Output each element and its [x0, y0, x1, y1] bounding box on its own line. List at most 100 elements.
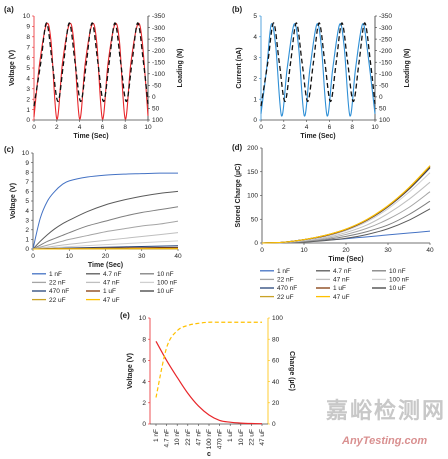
x-tick-label: 8	[123, 124, 127, 131]
legend-label: 47 uF	[103, 297, 120, 304]
y-tick-label: 1	[253, 96, 257, 103]
x-tick-label: 100 nF	[206, 429, 213, 449]
series-line-4.7nf	[32, 190, 179, 250]
legend-label: 1 uF	[103, 288, 116, 295]
x-tick-label: 6	[328, 124, 332, 131]
y2-tick-label: 0	[379, 94, 383, 101]
legend-label: 10 uF	[389, 285, 406, 292]
y-tick-label: 4	[26, 76, 30, 83]
legend-label: 4.7 nF	[103, 271, 121, 278]
watermark-text-en: AnyTesting.com	[341, 435, 427, 447]
y2-tick-label: 60	[272, 358, 280, 365]
y-tick-label: 8	[25, 169, 29, 176]
y2-tick-label: 0	[152, 94, 156, 101]
x-axis-label: c	[207, 451, 211, 458]
y2-tick-label: 20	[272, 400, 280, 407]
y-tick-label: 7	[25, 179, 29, 186]
y2-tick-label: -300	[152, 25, 165, 32]
y-tick-label: 7	[26, 44, 30, 51]
y-tick-label: 3	[253, 55, 257, 62]
x-tick-label: 2	[282, 124, 286, 131]
legend-label: 10 nF	[157, 271, 174, 278]
y2-tick-label: -250	[379, 36, 392, 43]
y-tick-label: 1	[25, 237, 29, 244]
x-tick-label: 0	[31, 253, 35, 260]
y-tick-label: 100	[247, 193, 258, 200]
y-tick-label: 6	[142, 358, 146, 365]
legend-label: 47 uF	[333, 294, 350, 301]
panel-label: (c)	[4, 145, 14, 154]
legend-label: 22 nF	[277, 277, 294, 284]
y2-tick-label: -150	[379, 59, 392, 66]
y2-tick-label: -100	[379, 71, 392, 78]
y2-tick-label: -200	[152, 48, 165, 55]
y-tick-label: 2	[253, 76, 257, 83]
x-axis-label: Time (Sec)	[73, 133, 108, 140]
y-tick-label: 0	[142, 421, 146, 428]
y-tick-label: 200	[247, 145, 258, 152]
y-tick-label: 8	[26, 34, 30, 41]
series-line-10nf	[32, 206, 179, 250]
y-axis-label: Voltage (V)	[9, 50, 16, 86]
watermark: 嘉峪检测网 AnyTesting.com	[326, 398, 444, 447]
legend-label: 1 uF	[333, 285, 346, 292]
y2-tick-label: 50	[379, 106, 387, 113]
x-tick-label: 6	[101, 124, 105, 131]
x-tick-label: 470 nF	[217, 429, 224, 449]
y-tick-label: 3	[25, 217, 29, 224]
series-line-22nf	[32, 220, 179, 250]
x-tick-label: 22 uF	[248, 429, 255, 446]
y2-tick-label: -350	[379, 13, 392, 20]
y-tick-label: 3	[26, 86, 30, 93]
x-tick-label: 10	[144, 124, 152, 131]
y2-tick-label: 50	[152, 106, 160, 113]
x-tick-label: 22 nF	[185, 429, 192, 446]
x-tick-label: 1 nF	[153, 429, 160, 442]
y2-tick-label: -250	[152, 36, 165, 43]
y-tick-label: 0	[25, 246, 29, 253]
x-axis-label: Time (Sec)	[328, 256, 363, 263]
y-tick-label: 6	[26, 55, 30, 62]
y2-tick-label: -200	[379, 48, 392, 55]
panel-label: (d)	[232, 143, 243, 152]
x-tick-label: 0	[259, 124, 263, 131]
panel-d: (d) 0 50 100 150 200 0 10 20 30 40 Time (Sec) Stored…	[232, 143, 434, 301]
x-tick-label: 10	[371, 124, 379, 131]
x-tick-label: 47 nF	[195, 429, 202, 446]
y-tick-label: 9	[26, 24, 30, 31]
y-tick-label: 5	[26, 65, 30, 72]
legend-label: 22 uF	[49, 297, 66, 304]
y-axis-label: Voltage (V)	[127, 353, 134, 389]
y-axis-label: Current (nA)	[236, 47, 243, 88]
y-tick-label: 1	[26, 107, 30, 114]
y2-tick-label: 80	[272, 336, 280, 343]
legend-label: 47 nF	[103, 280, 120, 287]
y-tick-label: 0	[254, 240, 258, 247]
x-tick-label: 10	[66, 253, 74, 260]
y2-axis-label: Loading (N)	[177, 49, 184, 88]
x-tick-label: 0	[32, 124, 36, 131]
legend-label: 1 nF	[277, 268, 290, 275]
y-tick-label: 9	[25, 160, 29, 167]
y-tick-label: 5	[253, 13, 257, 20]
x-tick-label: 10	[300, 247, 308, 254]
legend-label: 22 uF	[277, 294, 294, 301]
y2-tick-label: 100	[379, 117, 390, 124]
series-line-470nf	[261, 167, 431, 244]
y-tick-label: 50	[251, 216, 259, 223]
x-tick-label: 2	[55, 124, 59, 131]
y-tick-label: 10	[23, 13, 31, 20]
panel-c: (c) 0 1 2 3 4 5 6 7 8 9 10 0 10 20 30 40 Time (Sec) Voltag…	[4, 145, 182, 304]
y-tick-label: 10	[22, 150, 30, 157]
legend: 1 nF 4.7 nF 10 nF 22 nF 47 nF 100 nF 470 nF 1 u…	[32, 271, 177, 304]
series-line-47nf	[32, 232, 179, 250]
series-line-loading	[33, 22, 149, 107]
y2-tick-label: -50	[152, 83, 162, 90]
y-tick-label: 4	[253, 34, 257, 41]
y2-axis-label: Charge (µC)	[288, 351, 295, 391]
series-line-voltage	[155, 341, 263, 425]
legend: 1 nF 4.7 nF 10 nF 22 nF 47 nF 100 nF 470 nF 1 u…	[260, 268, 409, 301]
